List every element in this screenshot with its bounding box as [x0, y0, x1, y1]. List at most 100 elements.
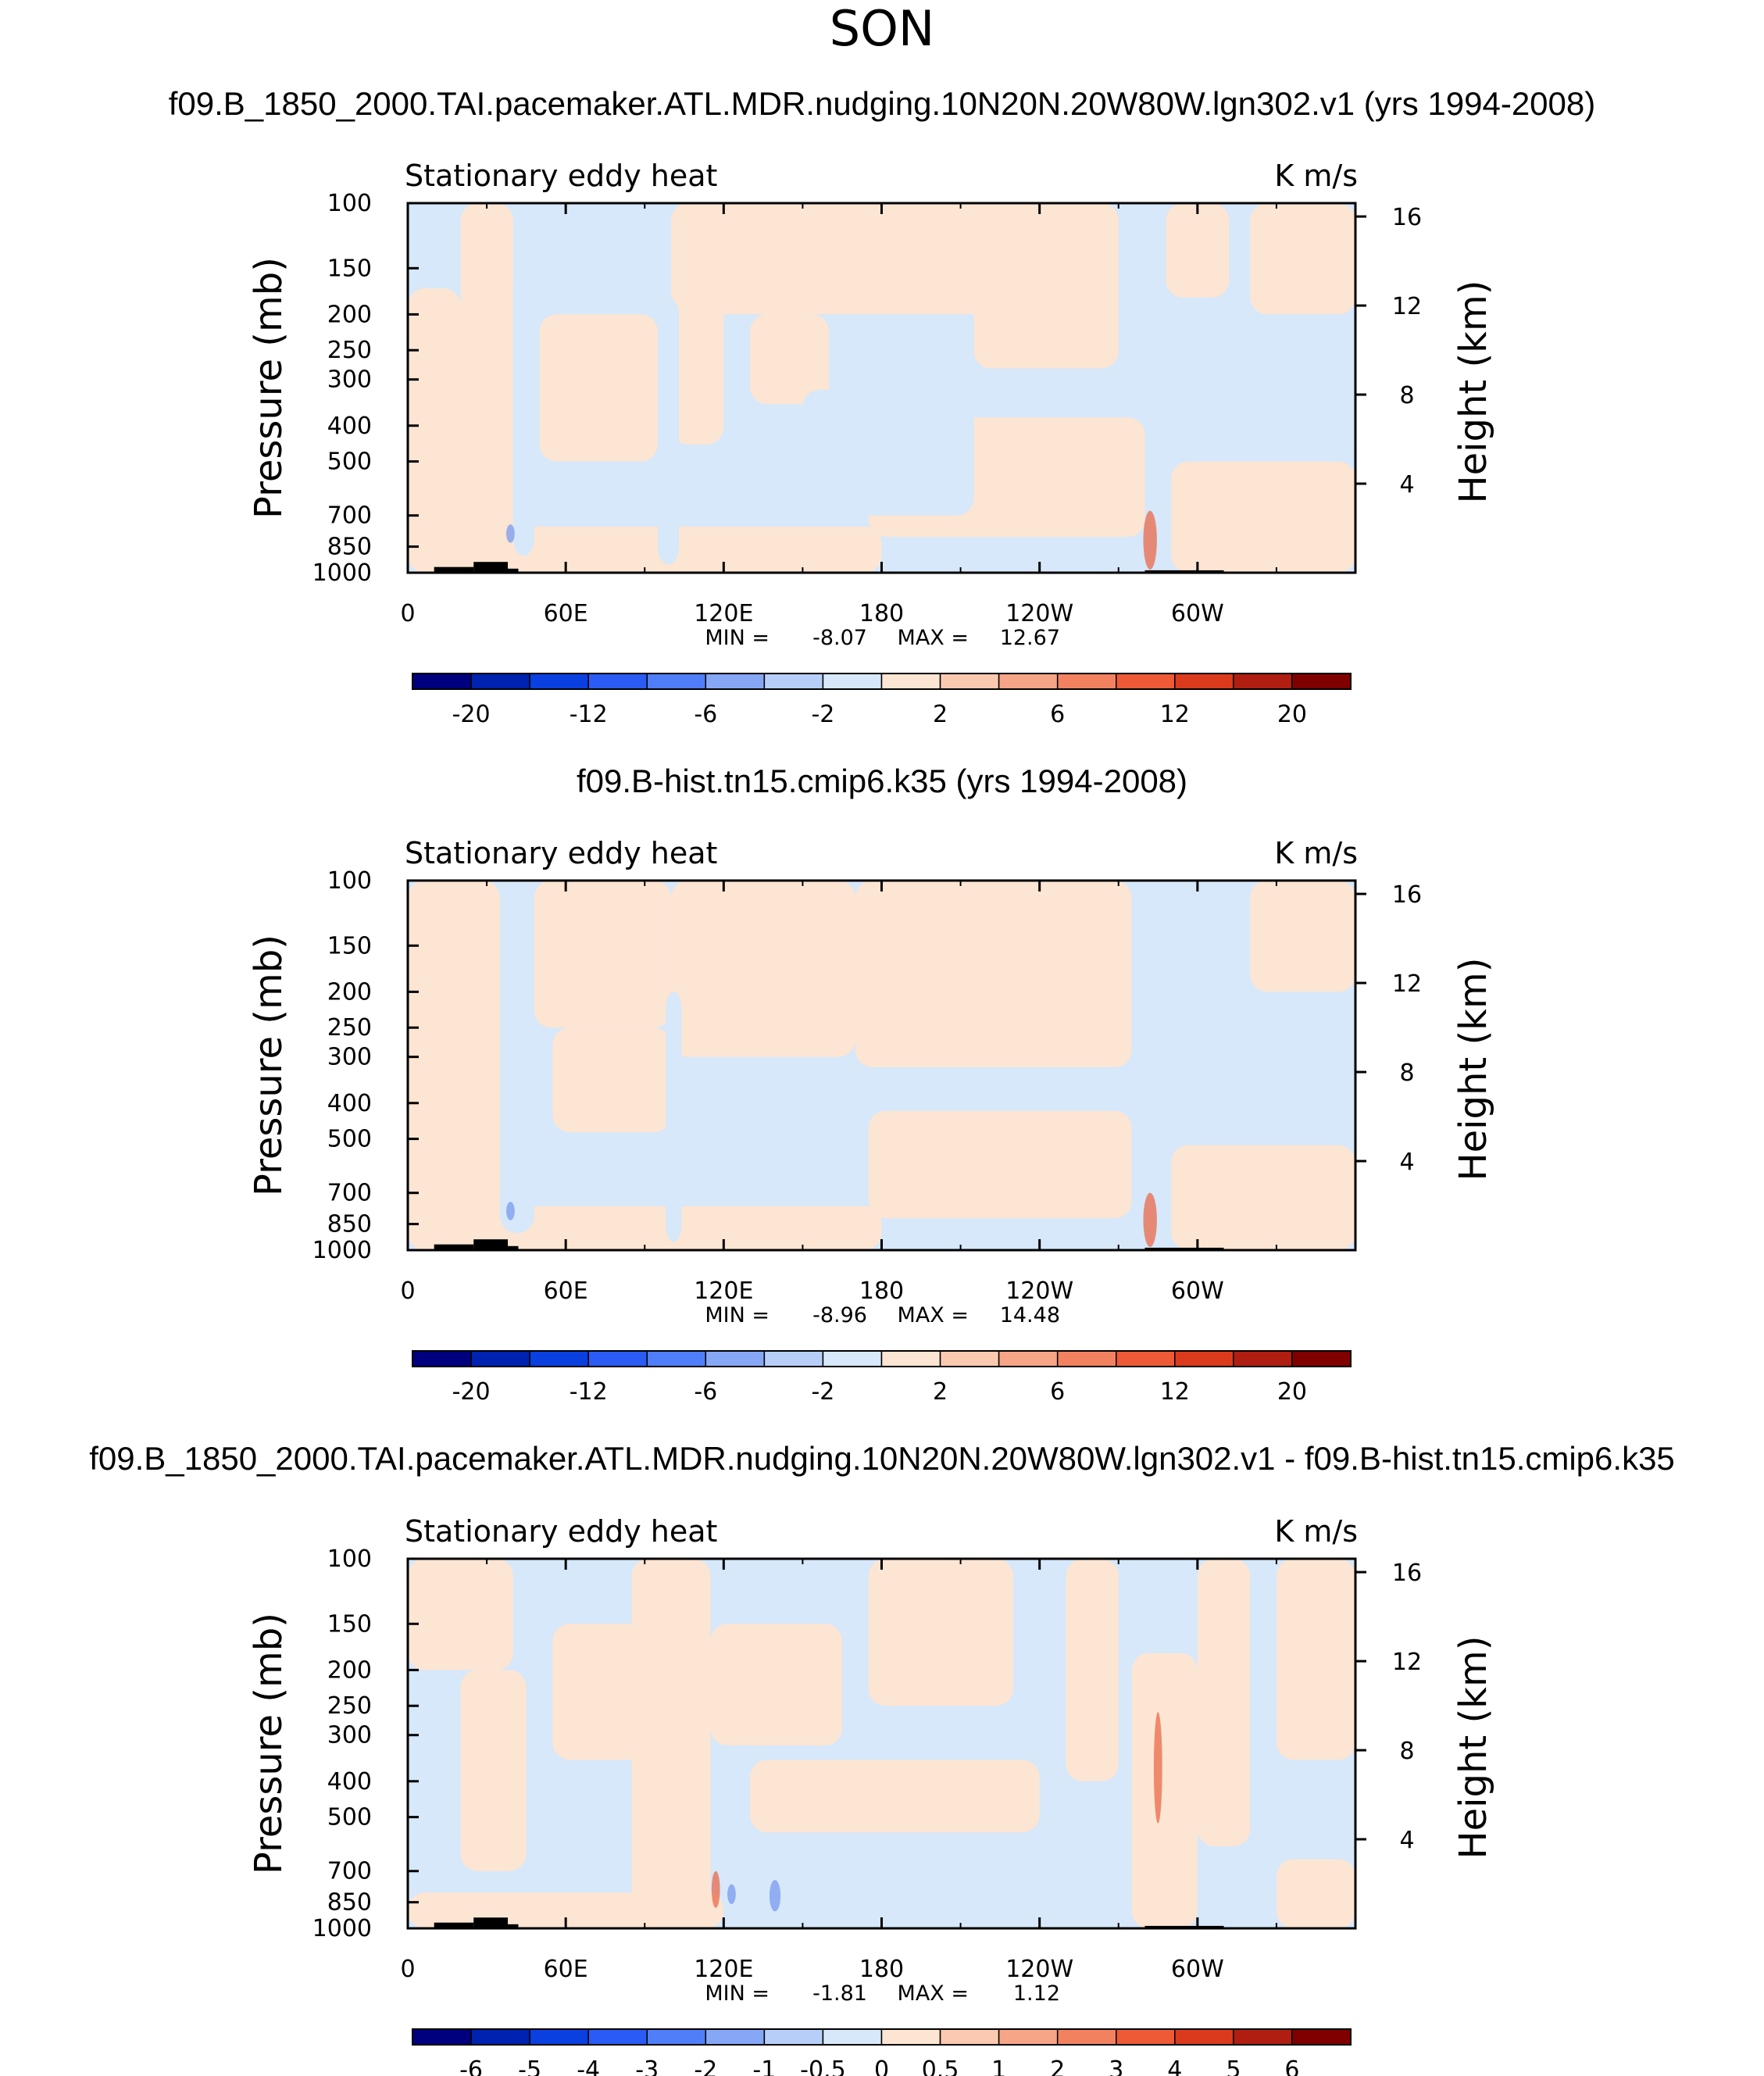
y-tick-label: 700	[327, 1858, 372, 1885]
y-axis-title: Pressure (mb)	[247, 934, 291, 1196]
x-tick-label: 0	[400, 600, 415, 627]
colorbar-label: 6	[1284, 2056, 1299, 2076]
colorbar-swatch	[646, 1350, 707, 1367]
y-tick-label: 200	[327, 978, 372, 1006]
colorbar-swatch	[529, 2028, 589, 2046]
strong-positive-patch	[1143, 510, 1157, 570]
x-tick-label: 180	[859, 600, 904, 627]
colorbar-swatch	[412, 673, 472, 690]
units-label: K m/s	[1274, 836, 1358, 870]
colorbar-swatch	[1056, 673, 1117, 690]
colorbar-swatch	[529, 1350, 589, 1367]
panel-3: f09.B_1850_2000.TAI.pacemaker.ATL.MDR.nu…	[89, 1440, 1675, 2076]
topography-mask	[434, 1922, 474, 1928]
colorbar-swatch	[880, 2028, 941, 2046]
height-tick-label: 12	[1392, 293, 1422, 320]
y-tick-label: 400	[327, 413, 372, 440]
panel-2: f09.B-hist.tn15.cmip6.k35 (yrs 1994-2008…	[247, 763, 1495, 1406]
x-tick-label: 60E	[544, 600, 588, 627]
y-axis-title: Pressure (mb)	[247, 1613, 291, 1874]
panels: f09.B_1850_2000.TAI.pacemaker.ATL.MDR.nu…	[89, 85, 1675, 2076]
y-tick-label: 1000	[312, 559, 372, 587]
min-label: MIN =	[705, 626, 770, 650]
y-tick-label: 500	[327, 448, 372, 476]
y-tick-label: 850	[327, 1889, 372, 1917]
colorbar-swatch	[1233, 2028, 1293, 2046]
height-tick-label: 16	[1392, 1560, 1422, 1587]
colorbar-label: -6	[459, 2056, 483, 2076]
y-tick-label: 200	[327, 301, 372, 328]
colorbar-swatch	[1174, 673, 1234, 690]
y-tick-label: 150	[327, 932, 372, 959]
colorbar-swatch	[1116, 1350, 1176, 1367]
topography-mask	[508, 1924, 519, 1928]
y-axis-right-title: Height (km)	[1452, 1636, 1495, 1860]
colorbar-label: -5	[518, 2056, 541, 2076]
x-tick-label: 60W	[1171, 1277, 1224, 1305]
positive-region	[1171, 1145, 1355, 1250]
positive-region	[750, 1760, 1040, 1833]
colorbar-label: 2	[1050, 2056, 1065, 2076]
topography-mask	[473, 562, 509, 573]
x-tick-label: 60W	[1171, 600, 1224, 627]
colorbar-swatch	[1291, 673, 1352, 690]
colorbar-swatch	[412, 1350, 472, 1367]
colorbar-label: -20	[452, 1378, 491, 1406]
colorbar-swatch	[1174, 1350, 1234, 1367]
colorbar-swatch	[1291, 1350, 1352, 1367]
variable-label: Stationary eddy heat	[405, 159, 717, 193]
colorbar-label: -6	[694, 1378, 717, 1406]
positive-region	[631, 1559, 711, 1912]
colorbar-swatch	[822, 2028, 883, 2046]
y-tick-label: 1000	[312, 1915, 372, 1942]
units-label: K m/s	[1274, 1514, 1358, 1549]
panel-title: f09.B_1850_2000.TAI.pacemaker.ATL.MDR.nu…	[169, 85, 1596, 122]
colorbar-label: -4	[577, 2056, 600, 2076]
y-tick-label: 1000	[312, 1237, 372, 1264]
colorbar-label: 0	[874, 2056, 889, 2076]
height-tick-label: 8	[1399, 1738, 1414, 1765]
colorbar-swatch	[646, 673, 707, 690]
y-tick-label: 250	[327, 1692, 372, 1720]
min-label: MIN =	[705, 1981, 770, 2006]
x-tick-label: 180	[859, 1277, 904, 1305]
colorbar-label: 6	[1050, 1378, 1065, 1406]
strong-negative-patch	[506, 1202, 515, 1220]
season-title: SON	[830, 0, 935, 57]
panel-title: f09.B-hist.tn15.cmip6.k35 (yrs 1994-2008…	[577, 763, 1187, 799]
x-tick-label: 60E	[544, 1277, 588, 1305]
contour-field	[408, 881, 1355, 1250]
colorbar-swatch	[998, 1350, 1059, 1367]
height-tick-label: 8	[1399, 382, 1414, 409]
variable-label: Stationary eddy heat	[405, 1514, 717, 1549]
topography-mask	[473, 1239, 509, 1250]
y-tick-label: 400	[327, 1768, 372, 1796]
units-label: K m/s	[1274, 159, 1358, 193]
strong-negative-patch	[506, 524, 515, 543]
colorbar-label: 20	[1277, 1378, 1307, 1406]
y-tick-label: 850	[327, 534, 372, 561]
topography-mask	[1144, 1925, 1224, 1928]
colorbar-swatch	[705, 673, 766, 690]
height-tick-label: 8	[1399, 1059, 1414, 1087]
colorbar-swatch	[1233, 1350, 1293, 1367]
colorbar-label: 5	[1226, 2056, 1241, 2076]
strong-positive-patch	[1143, 1192, 1157, 1247]
colorbar-swatch	[1291, 2028, 1352, 2046]
y-tick-label: 500	[327, 1126, 372, 1153]
colorbar-swatch	[529, 673, 589, 690]
y-axis-right-title: Height (km)	[1452, 280, 1495, 504]
colorbar-label: 2	[933, 1378, 948, 1406]
positive-region	[460, 203, 513, 573]
y-tick-label: 150	[327, 255, 372, 282]
strong-positive-patch	[1153, 1712, 1162, 1824]
colorbar-label: 20	[1277, 701, 1307, 728]
colorbar-frame	[412, 1350, 1352, 1367]
y-tick-label: 100	[327, 190, 372, 217]
colorbar-label: 2	[933, 701, 948, 728]
y-axis-title: Pressure (mb)	[247, 257, 291, 519]
negative-region	[512, 268, 534, 556]
negative-region	[658, 297, 680, 565]
y-tick-label: 200	[327, 1656, 372, 1684]
